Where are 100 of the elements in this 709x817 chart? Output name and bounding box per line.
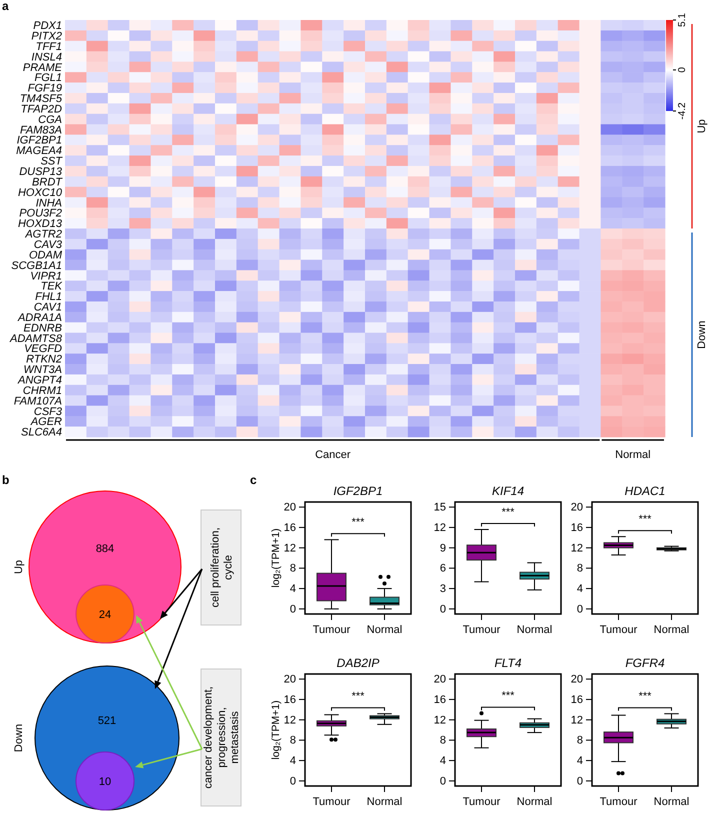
chart-title: HDAC1 <box>624 484 666 498</box>
y-tick-label: 0 <box>440 775 446 788</box>
annotation: *** <box>638 690 652 703</box>
x-tick-label: Tumour <box>312 796 351 808</box>
x-tick-label: Tumour <box>312 624 351 636</box>
x-tick-label: Normal <box>366 624 402 636</box>
data-label: 884 <box>96 542 114 555</box>
y-tick-label: AGER <box>30 416 62 428</box>
y-tick-label: TM4SF5 <box>20 93 63 106</box>
y-tick-label: 8 <box>290 562 296 575</box>
y-tick-label: 4 <box>576 755 583 768</box>
color-bar-label: 0 <box>677 66 688 73</box>
y-tick-label: BRDT <box>32 176 64 188</box>
y-tick-label: INSL4 <box>31 51 62 64</box>
y-tick-label: 20 <box>284 502 296 514</box>
y-tick-label: 8 <box>290 734 296 747</box>
y-tick-label: 20 <box>570 502 583 514</box>
x-tick-label: Tumour <box>462 624 501 636</box>
y-tick-label: CAV3 <box>34 238 63 251</box>
y-tick-label: 16 <box>284 694 296 706</box>
text: b <box>2 473 10 487</box>
y-tick-label: 12 <box>284 542 296 554</box>
y-tick-label: INHA <box>36 197 62 210</box>
y-tick-label: AGTR2 <box>24 228 62 241</box>
y-tick-label: 0 <box>290 603 296 616</box>
y-tick-label: TFF1 <box>36 40 62 53</box>
y-tick-label: CAV1 <box>34 302 62 314</box>
data-label: 10 <box>98 776 112 788</box>
y-tick-label: 4 <box>290 583 296 596</box>
y-tick-label: 9 <box>440 542 446 554</box>
color-bar-label: 5.1 <box>677 12 688 27</box>
text: Up <box>696 119 708 134</box>
y-tick-label: PITX2 <box>31 30 62 42</box>
y-tick-label: 8 <box>576 734 583 747</box>
x-tick-label: Normal <box>654 796 690 808</box>
text: a <box>2 0 9 13</box>
y-tick-label: 12 <box>570 714 583 726</box>
y-tick-label: CSF3 <box>34 406 63 418</box>
x-tick-label: Tumour <box>600 624 638 636</box>
y-tick-label: FGL1 <box>34 72 62 84</box>
y-tick-label: FAM83A <box>20 124 62 136</box>
data-label: 24 <box>98 608 112 621</box>
y-tick-label: 4 <box>290 755 296 768</box>
text: cell proliferation, cycle <box>209 527 234 608</box>
y-tick-label: ODAM <box>29 249 63 262</box>
y-tick-label: 16 <box>434 694 446 706</box>
text: Normal <box>615 449 651 461</box>
y-tick-label: MAGEA4 <box>16 145 62 158</box>
y-tick-label: ADRA1A <box>16 312 62 324</box>
x-tick-label: Normal <box>516 796 552 808</box>
y-tick-label: DUSP13 <box>19 166 63 178</box>
y-tick-label: IGF2BP1 <box>16 134 62 147</box>
y-tick-label: FGF19 <box>28 82 62 95</box>
y-tick-label: 20 <box>570 674 583 686</box>
chart-title: DAB2IP <box>336 656 380 670</box>
y-tick-label: VIPR1 <box>30 270 62 282</box>
y-tick-label: TEK <box>40 280 63 293</box>
y-tick-label: 3 <box>440 583 446 596</box>
y-tick-label: 0 <box>576 775 583 788</box>
y-tick-label: ANGPT4 <box>16 374 62 387</box>
y-tick-label: HOXC10 <box>18 186 63 199</box>
y-tick-label: 16 <box>570 522 583 534</box>
category-label: Down <box>13 724 25 752</box>
category-label: Up <box>13 560 25 574</box>
y-tick-label: 12 <box>570 542 583 554</box>
y-tick-label: 12 <box>434 714 446 726</box>
y-tick-label: SLC6A4 <box>21 426 62 439</box>
y-tick-label: 16 <box>284 522 296 534</box>
annotation: *** <box>352 516 366 529</box>
y-tick-label: RTKN2 <box>26 354 62 366</box>
y-tick-label: 0 <box>576 603 583 616</box>
annotation: *** <box>502 690 516 702</box>
y-tick-label: SCGB1A1 <box>11 260 62 272</box>
y-tick-label: POU3F2 <box>19 208 62 220</box>
y-tick-label: CHRM1 <box>22 384 62 397</box>
x-tick-label: Normal <box>516 624 552 636</box>
y-tick-label: CGA <box>38 114 62 126</box>
text: cancer development, progression, metastasis <box>202 686 242 789</box>
y-tick-label: 16 <box>570 694 583 706</box>
y-tick-label: PRAME <box>22 62 63 74</box>
y-tick-label: 20 <box>284 674 296 686</box>
y-axis-title: log₂(TPM+1) <box>270 700 282 760</box>
y-tick-label: 12 <box>284 714 296 726</box>
x-tick-label: Normal <box>654 624 690 636</box>
y-tick-label: PDX1 <box>33 20 62 32</box>
chart-title: IGF2BP1 <box>333 484 383 498</box>
y-axis-title: log₂(TPM+1) <box>270 528 282 588</box>
y-tick-label: 8 <box>576 562 583 575</box>
y-tick-label: 8 <box>440 734 446 747</box>
x-tick-label: Normal <box>366 796 402 808</box>
y-tick-label: TFAP2D <box>20 103 62 116</box>
x-tick-label: Tumour <box>600 796 638 808</box>
y-tick-label: 12 <box>434 522 446 534</box>
y-tick-label: 6 <box>440 562 446 575</box>
y-tick-label: 20 <box>434 674 446 686</box>
color-bar-label: -4.2 <box>677 102 688 120</box>
y-tick-label: SST <box>40 156 64 168</box>
y-tick-label: 0 <box>440 603 446 616</box>
y-tick-label: HOXD13 <box>18 218 63 230</box>
y-tick-label: ADAMTS8 <box>9 332 63 345</box>
